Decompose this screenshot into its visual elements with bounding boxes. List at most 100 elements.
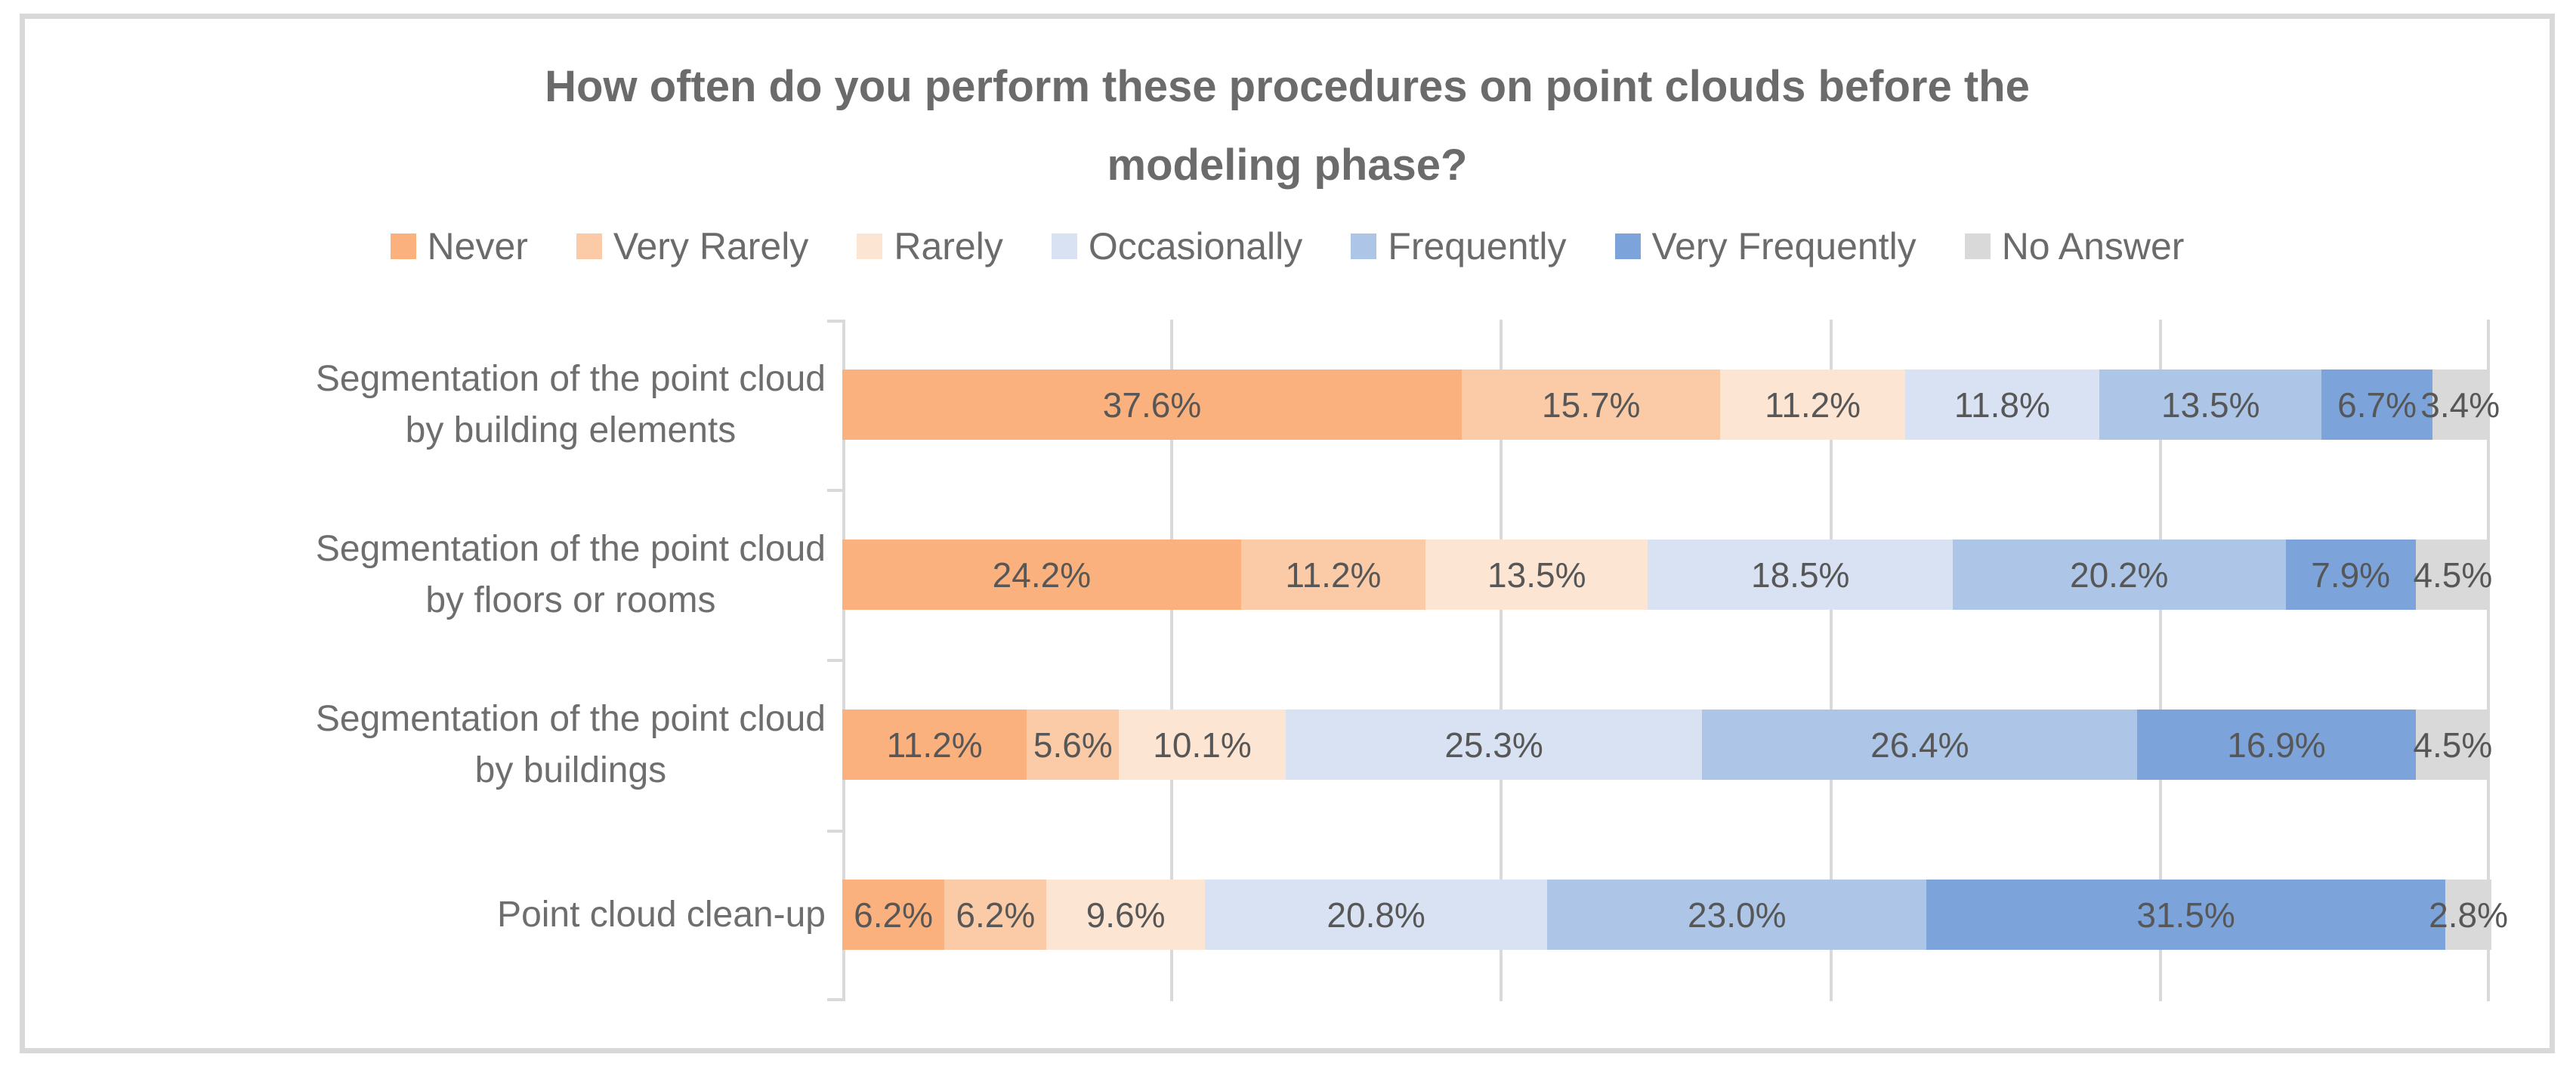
value-label: 10.1% (1153, 725, 1252, 765)
gridline (1500, 320, 1503, 1001)
value-label: 11.2% (1285, 555, 1382, 595)
value-label: 16.9% (2227, 725, 2326, 765)
value-label: 20.2% (2070, 555, 2169, 595)
category-label-row: Segmentation of the point cloud by buildi… (30, 660, 826, 830)
legend-swatch-frequently (1351, 233, 1377, 259)
value-label: 37.6% (1102, 385, 1202, 425)
bar-row-3: 11.2% 5.6% 10.1% 25.3% 26.4% 16.9% 4.5% (842, 660, 2493, 830)
bar-segment-no-answer: 2.8% (2429, 880, 2508, 950)
axis-tick (827, 320, 842, 323)
category-label-line: Segmentation of the point cloud (315, 528, 826, 569)
axis-tick (827, 488, 842, 492)
category-label-row: Point cloud clean-up (30, 830, 826, 1000)
chart-title-line-1: How often do you perform these procedure… (545, 62, 2030, 111)
bar-segment-never: 37.6% (842, 369, 1463, 440)
bar-segment-occasionally: 11.8% (1904, 369, 2100, 440)
value-label: 11.2% (1765, 385, 1861, 425)
axis-tick (827, 829, 842, 833)
gridline (2158, 320, 2162, 1001)
legend-item-very-rarely: Very Rarely (576, 224, 808, 268)
category-label-row: Segmentation of the point cloud by buildi… (30, 320, 826, 490)
bar-row-2: 24.2% 11.2% 13.5% 18.5% 20.2% 7.9% 4.5% (842, 490, 2493, 660)
bar-segment-never: 24.2% (842, 540, 1241, 610)
legend: Never Very Rarely Rarely Occasionally Freque… (25, 224, 2550, 268)
category-label-line: Point cloud clean-up (497, 894, 826, 935)
category-label-row: Segmentation of the point cloud by floors… (30, 490, 826, 660)
value-label: 26.4% (1870, 725, 1969, 765)
bar-segment-occasionally: 18.5% (1648, 540, 1953, 610)
category-label-line: Segmentation of the point cloud (315, 698, 826, 739)
axis-tick (827, 659, 842, 662)
bar-segment-rarely: 13.5% (1425, 540, 1648, 610)
category-label: Segmentation of the point cloud by buildi… (316, 694, 826, 796)
bar-segment-no-answer: 3.4% (2420, 369, 2500, 440)
category-label: Segmentation of the point cloud by buildi… (316, 354, 826, 456)
bar-segment-very-rarely: 15.7% (1462, 369, 1721, 440)
stacked-bar: 11.2% 5.6% 10.1% 25.3% 26.4% 16.9% 4.5% (842, 710, 2493, 780)
bar-segment-rarely: 9.6% (1046, 880, 1205, 950)
value-label: 6.2% (854, 895, 934, 935)
legend-swatch-very-frequently (1614, 233, 1641, 259)
bar-segment-frequently: 26.4% (1702, 710, 2138, 780)
bar-segment-rarely: 10.1% (1119, 710, 1286, 780)
value-label: 4.5% (2413, 555, 2493, 595)
gridline (1170, 320, 1174, 1001)
bar-segment-very-frequently: 31.5% (1926, 880, 2446, 950)
bar-segment-very-rarely: 5.6% (1027, 710, 1120, 780)
legend-item-occasionally: Occasionally (1051, 224, 1303, 268)
stacked-bar: 24.2% 11.2% 13.5% 18.5% 20.2% 7.9% 4.5% (842, 540, 2493, 610)
category-label: Segmentation of the point cloud by floors… (316, 524, 826, 626)
bar-segment-very-frequently: 7.9% (2285, 540, 2416, 610)
category-labels: Segmentation of the point cloud by buildi… (30, 320, 842, 1001)
legend-swatch-never (390, 233, 416, 259)
gridline (2487, 320, 2490, 1001)
value-label: 9.6% (1086, 895, 1166, 935)
bar-segment-very-rarely: 6.2% (944, 880, 1047, 950)
bar-segment-no-answer: 4.5% (2413, 710, 2493, 780)
bar-segment-frequently: 23.0% (1547, 880, 1927, 950)
bar-segment-no-answer: 4.5% (2413, 540, 2493, 610)
bar-segment-very-rarely: 11.2% (1240, 540, 1426, 610)
category-label: Point cloud clean-up (497, 889, 826, 941)
value-label: 6.7% (2337, 385, 2417, 425)
legend-swatch-rarely (857, 233, 883, 259)
legend-swatch-no-answer (1964, 233, 1991, 259)
value-label: 25.3% (1444, 725, 1543, 765)
legend-item-rarely: Rarely (857, 224, 1003, 268)
legend-swatch-occasionally (1051, 233, 1077, 259)
bar-segment-frequently: 20.2% (1952, 540, 2286, 610)
value-label: 6.2% (956, 895, 1036, 935)
category-label-line: by building elements (405, 410, 737, 450)
value-label: 24.2% (992, 555, 1092, 595)
bar-segment-occasionally: 20.8% (1204, 880, 1548, 950)
bar-segment-never: 11.2% (842, 710, 1027, 780)
value-label: 15.7% (1542, 385, 1641, 425)
value-label: 3.4% (2420, 385, 2500, 425)
chart-title-line-2: modeling phase? (1107, 141, 1468, 190)
value-label: 5.6% (1033, 725, 1113, 765)
bar-segment-never: 6.2% (842, 880, 945, 950)
value-label: 4.5% (2413, 725, 2493, 765)
legend-label-no-answer: No Answer (2001, 225, 2185, 267)
value-label: 20.8% (1327, 895, 1425, 935)
chart-frame: How often do you perform these procedure… (20, 14, 2555, 1053)
legend-swatch-very-rarely (576, 233, 602, 259)
category-label-line: by floors or rooms (425, 580, 716, 620)
value-label: 7.9% (2311, 555, 2391, 595)
category-label-line: Segmentation of the point cloud (315, 358, 826, 399)
stacked-bar: 6.2% 6.2% 9.6% 20.8% 23.0% 31.5% 2.8% (842, 880, 2508, 950)
value-label: 11.2% (886, 725, 983, 765)
value-label: 18.5% (1751, 555, 1850, 595)
bars-area: 37.6% 15.7% 11.2% 11.8% 13.5% 6.7% 3.4% 24.2% 11… (827, 320, 2508, 1001)
bar-row-4: 6.2% 6.2% 9.6% 20.8% 23.0% 31.5% 2.8% (842, 830, 2508, 1000)
bar-segment-frequently: 13.5% (2099, 369, 2322, 440)
stacked-bar: 37.6% 15.7% 11.2% 11.8% 13.5% 6.7% 3.4% (842, 369, 2500, 440)
legend-label-occasionally: Occasionally (1088, 225, 1303, 267)
legend-item-never: Never (390, 224, 528, 268)
bar-row-1: 37.6% 15.7% 11.2% 11.8% 13.5% 6.7% 3.4% (842, 320, 2500, 490)
legend-label-very-frequently: Very Frequently (1651, 225, 1917, 267)
plot-area: Segmentation of the point cloud by buildi… (30, 320, 2544, 1001)
bar-segment-rarely: 11.2% (1720, 369, 1905, 440)
value-label: 31.5% (2136, 895, 2235, 935)
axis-tick (827, 998, 842, 1001)
